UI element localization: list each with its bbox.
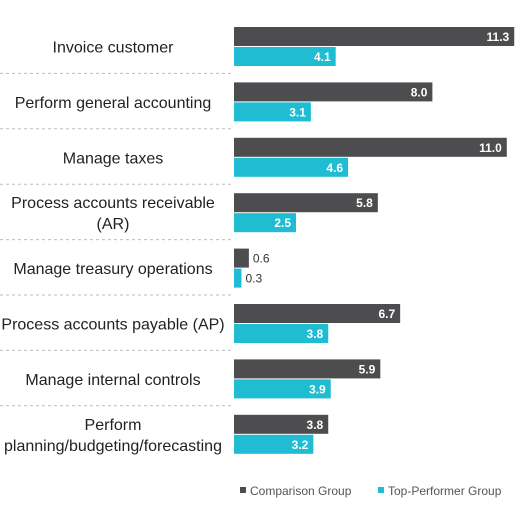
- category-label-line: Manage taxes: [63, 150, 164, 167]
- value-label-top-performer-group-manage-treasury-operations: 0.3: [245, 272, 262, 286]
- category-labels: Invoice customer Perform general accounti…: [1, 40, 224, 455]
- value-label-top-performer-group-manage-internal-controls: 3.9: [309, 382, 326, 396]
- legend-swatch-top-performer-group: [378, 487, 384, 493]
- legend-label-top-performer-group: Top-Performer Group: [388, 484, 502, 498]
- bar-comparison-group-manage-treasury-operations: [234, 248, 249, 268]
- category-label-line: Process accounts receivable: [11, 195, 215, 212]
- category-label-manage-treasury-operations: Manage treasury operations: [13, 261, 212, 278]
- value-label-comparison-group-manage-treasury-operations: 0.6: [253, 252, 270, 266]
- category-label-line: planning/budgeting/forecasting: [4, 438, 222, 455]
- value-label-comparison-group-manage-internal-controls: 5.9: [359, 362, 376, 376]
- legend-swatch-comparison-group: [240, 487, 246, 493]
- category-label-line: Invoice customer: [53, 40, 175, 57]
- value-label-comparison-group-manage-taxes: 11.0: [479, 141, 502, 155]
- bar-top-performer-group-process-accounts-payable-ap: [234, 324, 329, 343]
- bar-comparison-group-perform-general-accounting: [234, 82, 433, 102]
- bar-top-performer-group-invoice-customer: [234, 47, 336, 66]
- value-label-top-performer-group-perform-planning-budgeting-forecasting: 3.2: [292, 438, 309, 452]
- category-label-invoice-customer: Invoice customer: [53, 40, 175, 57]
- bar-top-performer-group-perform-general-accounting: [234, 102, 311, 122]
- value-label-top-performer-group-invoice-customer: 4.1: [314, 50, 331, 64]
- category-label-line: Perform general accounting: [15, 95, 212, 112]
- category-dividers: [0, 72, 232, 407]
- category-label-line: Manage treasury operations: [13, 261, 212, 278]
- bar-top-performer-group-process-accounts-receivable-ar: [234, 213, 296, 233]
- category-label-perform-planning-budgeting-forecasting: Perform planning/budgeting/forecasting: [4, 417, 222, 455]
- bar-top-performer-group-perform-planning-budgeting-forecasting: [234, 434, 314, 454]
- bar-top-performer-group-manage-treasury-operations: [234, 268, 242, 288]
- value-label-top-performer-group-manage-taxes: 4.6: [326, 161, 343, 175]
- value-label-comparison-group-process-accounts-payable-ap: 6.7: [378, 307, 395, 321]
- legend-label-comparison-group: Comparison Group: [250, 484, 352, 498]
- value-label-comparison-group-invoice-customer: 11.3: [487, 30, 510, 44]
- legend: Comparison Group Top-Performer Group: [240, 484, 502, 498]
- bars: [234, 27, 515, 454]
- category-label-line: Process accounts payable (AP): [1, 317, 224, 334]
- value-label-top-performer-group-process-accounts-payable-ap: 3.8: [307, 327, 324, 341]
- value-label-top-performer-group-perform-general-accounting: 3.1: [289, 105, 306, 119]
- bar-comparison-group-invoice-customer: [234, 27, 515, 46]
- value-label-comparison-group-process-accounts-receivable-ar: 5.8: [356, 196, 373, 210]
- bar-top-performer-group-manage-internal-controls: [234, 379, 331, 399]
- bar-comparison-group-process-accounts-payable-ap: [234, 304, 401, 323]
- category-label-line: Manage internal controls: [25, 372, 200, 389]
- value-label-comparison-group-perform-general-accounting: 8.0: [411, 85, 428, 99]
- bar-comparison-group-process-accounts-receivable-ar: [234, 193, 378, 213]
- value-label-top-performer-group-process-accounts-receivable-ar: 2.5: [274, 216, 291, 230]
- category-label-manage-taxes: Manage taxes: [63, 150, 164, 167]
- bar-top-performer-group-manage-taxes: [234, 157, 349, 177]
- category-label-line: (AR): [97, 216, 130, 233]
- bar-comparison-group-manage-taxes: [234, 137, 507, 157]
- category-label-process-accounts-payable-ap: Process accounts payable (AP): [1, 317, 224, 334]
- value-label-comparison-group-perform-planning-budgeting-forecasting: 3.8: [307, 418, 324, 432]
- bar-comparison-group-perform-planning-budgeting-forecasting: [234, 414, 329, 434]
- category-label-process-accounts-receivable-ar: Process accounts receivable (AR): [11, 195, 215, 233]
- bar-comparison-group-manage-internal-controls: [234, 359, 381, 379]
- value-labels: 11.3 4.1 8.0 3.1 11.0 4.6 5.8 2.5 0.6 0.3 6.7 3.8 5.…: [245, 30, 509, 452]
- category-label-perform-general-accounting: Perform general accounting: [15, 95, 212, 112]
- category-label-line: Perform: [85, 417, 142, 434]
- category-label-manage-internal-controls: Manage internal controls: [25, 372, 200, 389]
